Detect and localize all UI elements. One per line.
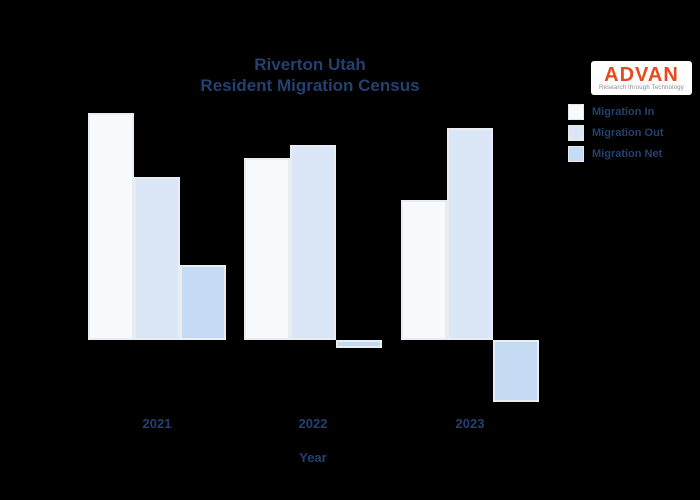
bar-migration-in-2023 xyxy=(401,200,447,340)
bar-migration-net-2022 xyxy=(336,340,382,348)
bar-migration-in-2022 xyxy=(244,158,290,340)
advan-logo: ADVAN Research through Technology xyxy=(591,61,692,95)
advan-logo-text: ADVAN xyxy=(604,63,679,86)
bar-migration-net-2023 xyxy=(493,340,539,402)
legend-item: Migration In xyxy=(568,104,664,120)
bar-migration-in-2021 xyxy=(88,113,134,340)
chart-title: Riverton Utah Resident Migration Census xyxy=(60,54,560,96)
advan-logo-tagline: Research through Technology xyxy=(598,84,684,91)
legend-swatch xyxy=(568,146,584,162)
legend: Migration In Migration Out Migration Net xyxy=(568,104,664,162)
bar-migration-out-2022 xyxy=(290,145,336,340)
legend-item: Migration Out xyxy=(568,125,664,141)
x-tick-label-2022: 2022 xyxy=(298,416,328,431)
legend-label: Migration Out xyxy=(592,127,664,139)
bar-migration-out-2023 xyxy=(447,128,493,340)
bar-migration-net-2021 xyxy=(180,265,226,340)
x-tick-label-2021: 2021 xyxy=(142,416,172,431)
chart-title-line1: Riverton Utah xyxy=(254,55,366,74)
x-tick-label-2023: 2023 xyxy=(455,416,485,431)
chart-title-line2: Resident Migration Census xyxy=(200,76,420,95)
bar-migration-out-2021 xyxy=(134,177,180,340)
legend-swatch xyxy=(568,125,584,141)
x-axis-label: Year xyxy=(299,450,327,465)
legend-swatch xyxy=(568,104,584,120)
legend-label: Migration In xyxy=(592,106,655,118)
legend-item: Migration Net xyxy=(568,146,664,162)
legend-label: Migration Net xyxy=(592,148,663,160)
